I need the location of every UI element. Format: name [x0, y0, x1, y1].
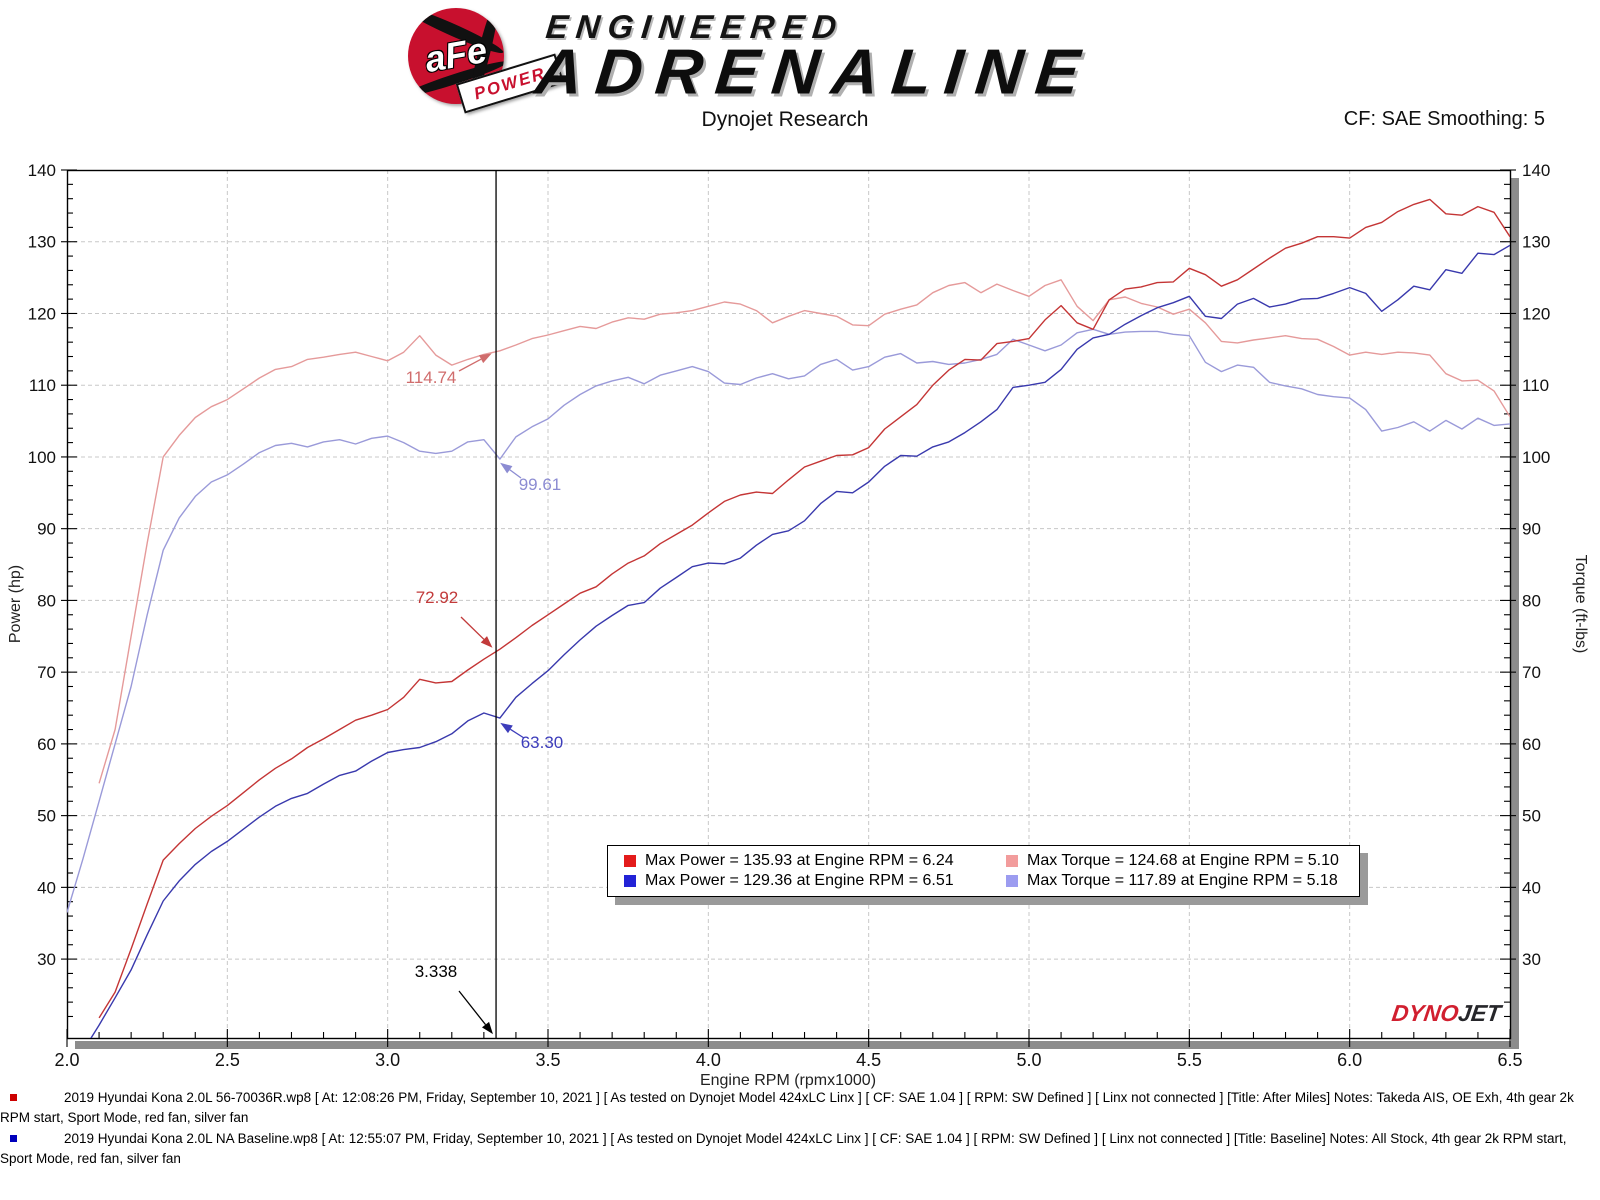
curve-torque_after: [98, 279, 1510, 784]
svg-text:40: 40: [1522, 878, 1541, 897]
svg-text:30: 30: [37, 950, 56, 969]
power-axis-label: Power (hp): [7, 564, 24, 644]
svg-text:80: 80: [37, 591, 56, 610]
svg-text:70: 70: [37, 663, 56, 682]
legend-entry-max-power-after: Max Power = 135.93 at Engine RPM = 6.24: [624, 852, 1006, 870]
svg-text:40: 40: [37, 878, 56, 897]
svg-text:140: 140: [1522, 161, 1550, 180]
torque-axis-label: Torque (ft-lbs): [1572, 554, 1589, 654]
rpm-axis-label: Engine RPM (rpmx1000): [699, 1072, 877, 1089]
run-note-baseline: 2019 Hyundai Kona 2.0L NA Baseline.wp8 […: [0, 1129, 1596, 1169]
svg-text:50: 50: [37, 807, 56, 826]
legend-swatch-power-baseline: [624, 875, 636, 887]
registered-mark: ®: [492, 16, 500, 27]
legend-text: Max Power = 129.36 at Engine RPM = 6.51: [645, 872, 954, 889]
cursor-value-3.338: 3.338: [415, 962, 458, 981]
svg-text:4.5: 4.5: [856, 1050, 881, 1070]
run-note-after: 2019 Hyundai Kona 2.0L 56-70036R.wp8 [ A…: [0, 1088, 1596, 1128]
legend-swatch-power-after: [624, 855, 636, 867]
frame-shadow: [75, 178, 1519, 1049]
axis-ticks: 30 30 40 40 50 50 60 60 70 70 80 80 90 90 100 100 110 110…: [28, 161, 1551, 1070]
curve-power_after: [98, 198, 1510, 1019]
footer: 2019 Hyundai Kona 2.0L 56-70036R.wp8 [ A…: [0, 1088, 1596, 1170]
svg-text:2.0: 2.0: [54, 1050, 79, 1070]
legend-text: Max Power = 135.93 at Engine RPM = 6.24: [645, 852, 954, 869]
svg-text:130: 130: [1522, 233, 1550, 252]
svg-text:80: 80: [1522, 591, 1541, 610]
legend-box: Max Power = 135.93 at Engine RPM = 6.24 …: [607, 845, 1360, 897]
legend-text: Max Torque = 117.89 at Engine RPM = 5.18: [1027, 872, 1338, 889]
svg-text:50: 50: [1522, 807, 1541, 826]
curve-torque_baseline: [67, 328, 1510, 913]
svg-text:120: 120: [28, 304, 56, 323]
legend-swatch-torque-baseline: [1006, 875, 1018, 887]
svg-text:3.5: 3.5: [535, 1050, 560, 1070]
svg-text:100: 100: [28, 448, 56, 467]
annotations: 114.74 99.61 72.92 63.30 3.338: [406, 353, 564, 1035]
run-note-text: 2019 Hyundai Kona 2.0L 56-70036R.wp8 [ A…: [0, 1090, 1574, 1125]
legend-text: Max Torque = 124.68 at Engine RPM = 5.10: [1027, 852, 1339, 869]
chart-title: Dynojet Research: [701, 108, 869, 131]
cursor-value-72.92: 72.92: [416, 588, 459, 607]
svg-text:60: 60: [1522, 735, 1541, 754]
svg-text:130: 130: [28, 233, 56, 252]
svg-text:110: 110: [29, 376, 56, 395]
svg-text:6.5: 6.5: [1497, 1050, 1522, 1070]
run-bullet-baseline: [10, 1135, 17, 1142]
curves: [67, 198, 1510, 1038]
cursor-value-99.61: 99.61: [519, 475, 562, 494]
cursor-value-63.30: 63.30: [521, 733, 564, 752]
svg-text:60: 60: [37, 735, 56, 754]
dynojet-jet-text: JET: [1456, 1000, 1503, 1026]
svg-text:120: 120: [1522, 304, 1550, 323]
cursor-value-114.74: 114.74: [406, 368, 457, 387]
svg-text:5.5: 5.5: [1177, 1050, 1202, 1070]
legend-entry-max-torque-baseline: Max Torque = 117.89 at Engine RPM = 5.18: [1006, 872, 1359, 890]
svg-text:2.5: 2.5: [215, 1050, 240, 1070]
plot-frame: [66, 169, 1512, 1040]
svg-text:5.0: 5.0: [1016, 1050, 1041, 1070]
svg-text:140: 140: [28, 161, 56, 180]
grid: [67, 170, 1510, 1038]
svg-text:4.0: 4.0: [696, 1050, 721, 1070]
svg-text:100: 100: [1522, 448, 1550, 467]
cf-smoothing-label: CF: SAE Smoothing: 5: [1343, 108, 1545, 130]
svg-text:30: 30: [1522, 950, 1541, 969]
svg-text:90: 90: [37, 520, 56, 539]
svg-text:70: 70: [1522, 663, 1541, 682]
legend-entry-max-torque-after: Max Torque = 124.68 at Engine RPM = 5.10: [1006, 852, 1359, 870]
dynojet-dyno-text: DYNO: [1390, 1000, 1461, 1026]
svg-text:6.0: 6.0: [1337, 1050, 1362, 1070]
run-bullet-after: [10, 1094, 17, 1101]
legend-swatch-torque-after: [1006, 855, 1018, 867]
legend-entry-max-power-baseline: Max Power = 129.36 at Engine RPM = 6.51: [624, 872, 1006, 890]
svg-text:110: 110: [1522, 376, 1549, 395]
svg-text:3.0: 3.0: [375, 1050, 400, 1070]
run-note-text: 2019 Hyundai Kona 2.0L NA Baseline.wp8 […: [0, 1131, 1567, 1166]
dynojet-watermark: DYNOJET: [1390, 1000, 1502, 1027]
svg-text:90: 90: [1522, 520, 1541, 539]
curve-power_baseline: [90, 244, 1510, 1038]
